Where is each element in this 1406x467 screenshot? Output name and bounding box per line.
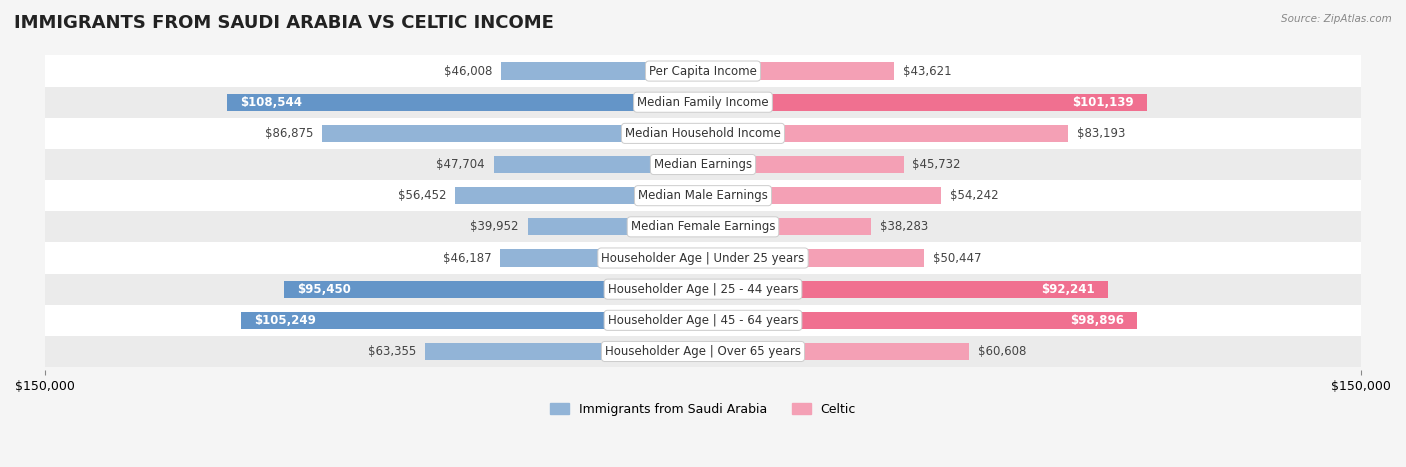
Bar — [45, 336, 1361, 367]
Bar — [45, 56, 1361, 87]
Bar — [45, 118, 1361, 149]
Text: Householder Age | Over 65 years: Householder Age | Over 65 years — [605, 345, 801, 358]
Bar — [226, 94, 703, 111]
Text: $108,544: $108,544 — [240, 96, 302, 109]
Text: $95,450: $95,450 — [298, 283, 352, 296]
Text: $46,008: $46,008 — [444, 64, 492, 78]
Bar — [703, 156, 904, 173]
Bar — [703, 187, 941, 204]
Text: Median Family Income: Median Family Income — [637, 96, 769, 109]
Bar — [494, 156, 703, 173]
Bar — [45, 149, 1361, 180]
Bar — [242, 312, 703, 329]
Text: Median Household Income: Median Household Income — [626, 127, 780, 140]
Bar — [45, 274, 1361, 305]
Text: Median Earnings: Median Earnings — [654, 158, 752, 171]
Text: $63,355: $63,355 — [368, 345, 416, 358]
Bar — [703, 281, 1108, 298]
Text: IMMIGRANTS FROM SAUDI ARABIA VS CELTIC INCOME: IMMIGRANTS FROM SAUDI ARABIA VS CELTIC I… — [14, 14, 554, 32]
Text: $86,875: $86,875 — [264, 127, 314, 140]
Bar — [45, 242, 1361, 274]
Text: $60,608: $60,608 — [977, 345, 1026, 358]
Text: $46,187: $46,187 — [443, 252, 492, 264]
Bar — [322, 125, 703, 142]
Text: $47,704: $47,704 — [436, 158, 485, 171]
Bar — [703, 125, 1069, 142]
Bar — [703, 249, 924, 267]
Text: Householder Age | 25 - 44 years: Householder Age | 25 - 44 years — [607, 283, 799, 296]
Bar — [703, 312, 1137, 329]
Legend: Immigrants from Saudi Arabia, Celtic: Immigrants from Saudi Arabia, Celtic — [546, 398, 860, 421]
Bar — [703, 343, 969, 360]
Text: $92,241: $92,241 — [1040, 283, 1094, 296]
Text: $54,242: $54,242 — [949, 189, 998, 202]
Bar — [501, 249, 703, 267]
Text: $39,952: $39,952 — [471, 220, 519, 234]
Bar — [703, 63, 894, 79]
Text: $50,447: $50,447 — [934, 252, 981, 264]
Bar — [45, 180, 1361, 211]
Text: $56,452: $56,452 — [398, 189, 447, 202]
Text: Householder Age | 45 - 64 years: Householder Age | 45 - 64 years — [607, 314, 799, 327]
Bar — [45, 87, 1361, 118]
Bar — [45, 211, 1361, 242]
Text: Median Female Earnings: Median Female Earnings — [631, 220, 775, 234]
Text: Per Capita Income: Per Capita Income — [650, 64, 756, 78]
Text: Source: ZipAtlas.com: Source: ZipAtlas.com — [1281, 14, 1392, 24]
Text: Median Male Earnings: Median Male Earnings — [638, 189, 768, 202]
Bar — [527, 218, 703, 235]
Text: $98,896: $98,896 — [1070, 314, 1123, 327]
Bar — [45, 305, 1361, 336]
Text: $38,283: $38,283 — [880, 220, 928, 234]
Bar — [456, 187, 703, 204]
Text: $45,732: $45,732 — [912, 158, 960, 171]
Bar — [501, 63, 703, 79]
Bar — [425, 343, 703, 360]
Text: $43,621: $43,621 — [903, 64, 952, 78]
Text: $83,193: $83,193 — [1077, 127, 1125, 140]
Bar — [703, 218, 870, 235]
Text: $101,139: $101,139 — [1071, 96, 1133, 109]
Bar — [284, 281, 703, 298]
Text: $105,249: $105,249 — [254, 314, 316, 327]
Bar — [703, 94, 1147, 111]
Text: Householder Age | Under 25 years: Householder Age | Under 25 years — [602, 252, 804, 264]
